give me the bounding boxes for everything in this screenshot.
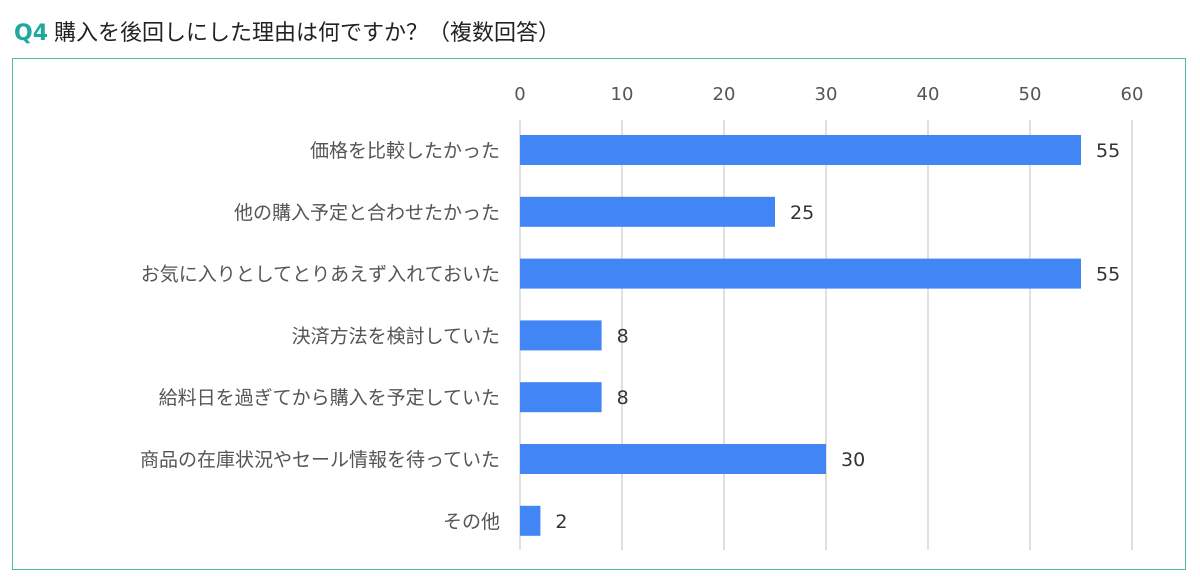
category-label: 給料日を過ぎてから購入を予定していた <box>159 387 500 409</box>
x-axis-ticks: 0 10 20 30 40 50 60 <box>514 84 1143 105</box>
category-labels: 価格を比較したかった他の購入予定と合わせたかったお気に入りとしてとりあえず入れて… <box>140 140 500 533</box>
category-label: 決済方法を検討していた <box>292 325 500 347</box>
x-tick-label: 50 <box>1019 84 1042 105</box>
bar <box>520 444 826 474</box>
bar <box>520 382 602 412</box>
bar-value-label: 30 <box>841 449 865 471</box>
x-tick-label: 60 <box>1121 84 1144 105</box>
bar-value-label: 55 <box>1096 140 1120 162</box>
grid-lines <box>520 120 1132 550</box>
bar-value-label: 8 <box>617 387 629 409</box>
bar <box>520 197 775 227</box>
bar-value-label: 2 <box>555 511 567 533</box>
bars <box>520 135 1081 536</box>
bar-value-label: 8 <box>617 325 629 347</box>
x-tick-label: 10 <box>611 84 634 105</box>
bar-value-label: 55 <box>1096 264 1120 286</box>
bar <box>520 320 602 350</box>
category-label: お気に入りとしてとりあえず入れておいた <box>141 264 500 286</box>
x-tick-label: 40 <box>917 84 940 105</box>
bar <box>520 259 1081 289</box>
x-tick-label: 30 <box>815 84 838 105</box>
x-tick-label: 20 <box>713 84 736 105</box>
bar <box>520 135 1081 165</box>
category-label: 商品の在庫状況やセール情報を待っていた <box>140 449 500 471</box>
category-label: 価格を比較したかった <box>310 140 500 162</box>
category-label: 他の購入予定と合わせたかった <box>234 202 500 224</box>
category-label: その他 <box>443 511 500 533</box>
bar <box>520 506 540 536</box>
x-tick-label: 0 <box>514 84 525 105</box>
bar-value-label: 25 <box>790 202 814 224</box>
